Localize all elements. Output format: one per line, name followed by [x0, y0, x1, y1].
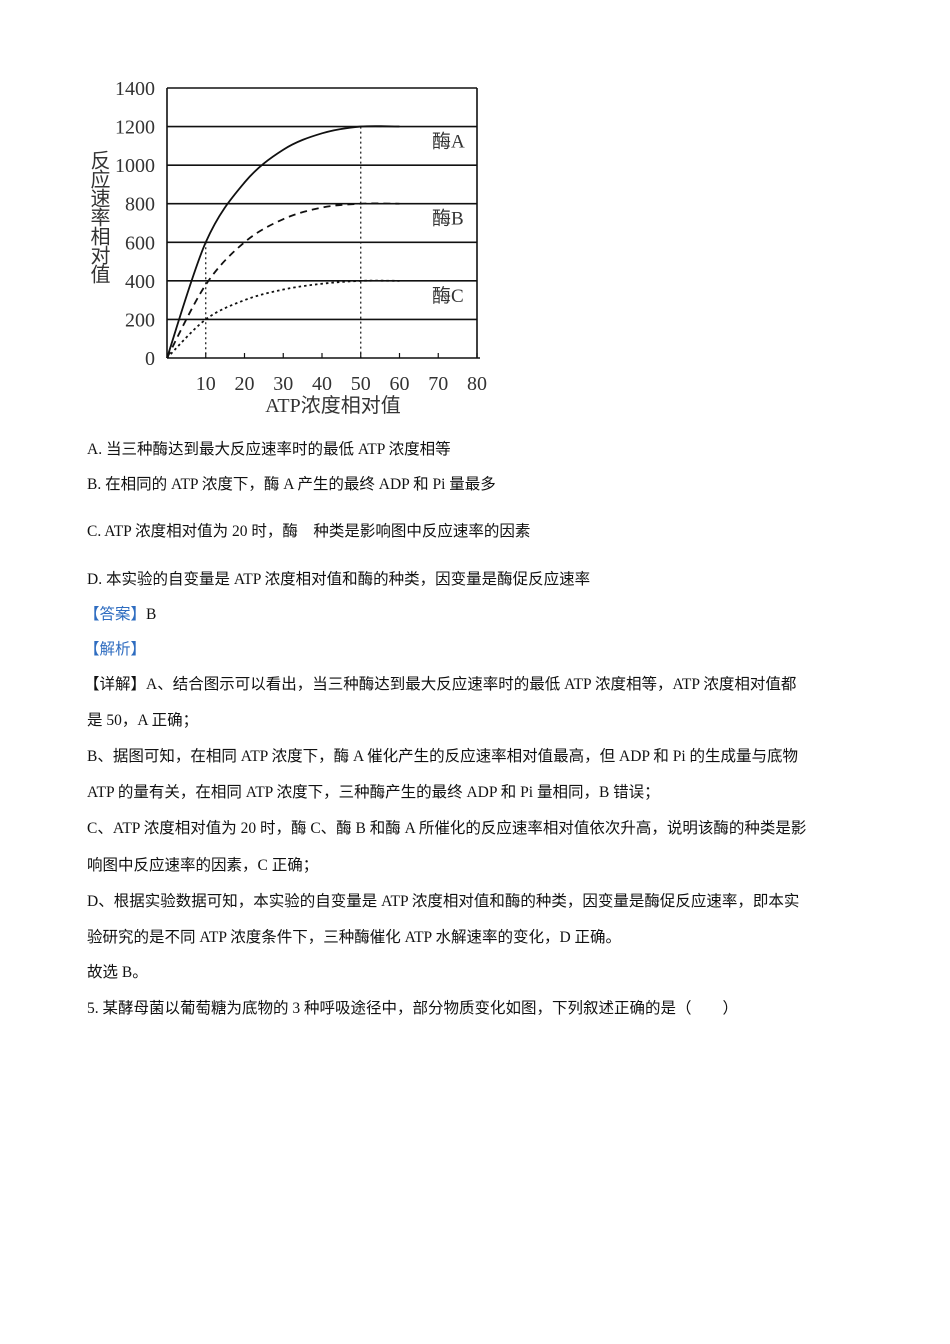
detail-line: 故选 B。: [87, 964, 148, 981]
x-tick-label: 40: [312, 373, 332, 395]
grid-lines: [166, 87, 480, 359]
y-tick-label: 800: [125, 194, 155, 216]
x-tick-label: 70: [428, 373, 448, 395]
next-question: 5. 某酵母菌以葡萄糖为底物的 3 种呼吸途径中，部分物质变化如图，下列叙述正确…: [87, 1000, 739, 1017]
enzyme-rate-chart: 0 200 400 600 800 1000 1200 1400 10 20 30 40 50 60 70…: [87, 78, 487, 417]
x-tick-label: 80: [467, 373, 487, 395]
x-tick-labels: 10 20 30 40 50 60 70 80: [196, 373, 487, 395]
detail-line: ATP 的量有关，在相同 ATP 浓度下，三种酶产生的最终 ADP 和 Pi 量…: [87, 784, 660, 801]
series-label: 酶A: [432, 131, 465, 153]
option-d: D. 本实验的自变量是 ATP 浓度相对值和酶的种类，因变量是酶促反应速率: [87, 571, 591, 588]
answer-line: 【答案】B: [84, 605, 156, 625]
reference-lines: [205, 126, 362, 358]
option-c: C. ATP 浓度相对值为 20 时，酶 种类是影响图中反应速率的因素: [87, 523, 531, 540]
detail-line: 响图中反应速率的因素，C 正确；: [87, 857, 319, 874]
x-tick-label: 30: [273, 373, 293, 395]
x-tick-label: 20: [235, 373, 255, 395]
answer-value: B: [146, 606, 157, 623]
series-curve-0: [166, 125, 400, 359]
detail-line: B、据图可知，在相同 ATP 浓度下，酶 A 催化产生的反应速率相对值最高，但 …: [87, 748, 799, 765]
series-curve-1: [166, 202, 400, 359]
x-tick-label: 60: [390, 373, 410, 395]
y-tick-label: 200: [125, 309, 155, 331]
detail-line: D、根据实验数据可知，本实验的自变量是 ATP 浓度相对值和酶的种类，因变量是酶…: [87, 893, 800, 910]
detail-text: A、结合图示可以看出，当三种酶达到最大反应速率时的最低 ATP 浓度相等，ATP…: [146, 676, 797, 693]
x-tick-label: 10: [196, 373, 216, 395]
detail-line: C、ATP 浓度相对值为 20 时，酶 C、酶 B 和酶 A 所催化的反应速率相…: [87, 820, 807, 837]
detail-line: 【详解】A、结合图示可以看出，当三种酶达到最大反应速率时的最低 ATP 浓度相等…: [84, 675, 796, 695]
option-b: B. 在相同的 ATP 浓度下，酶 A 产生的最终 ADP 和 Pi 量最多: [87, 476, 496, 493]
series-label: 酶B: [432, 208, 464, 230]
y-tick-label: 1000: [115, 155, 155, 177]
option-a: A. 当三种酶达到最大反应速率时的最低 ATP 浓度相等: [87, 441, 451, 458]
y-tick-labels: 0 200 400 600 800 1000 1200 1400: [115, 78, 155, 370]
y-axis-label: 反应速率相对值: [87, 150, 110, 284]
series-curve-2: [166, 279, 400, 359]
detail-line: 验研究的是不同 ATP 浓度条件下，三种酶催化 ATP 水解速率的变化，D 正确…: [87, 929, 622, 946]
y-tick-label: 400: [125, 271, 155, 293]
series-labels: 酶A 酶B 酶C: [432, 131, 465, 307]
detail-line: 是 50，A 正确；: [87, 712, 199, 729]
y-tick-label: 1400: [115, 78, 155, 100]
x-axis-label: ATP浓度相对值: [265, 394, 401, 417]
analysis-label: 【解析】: [84, 641, 147, 658]
x-tick-label: 50: [351, 373, 371, 395]
detail-label: 【详解】: [84, 676, 147, 693]
y-tick-label: 1200: [115, 117, 155, 139]
answer-label: 【答案】: [84, 606, 147, 623]
series-label: 酶C: [432, 285, 464, 307]
y-tick-label: 600: [125, 232, 155, 254]
series-curves: [166, 125, 400, 359]
y-tick-label: 0: [145, 348, 155, 370]
